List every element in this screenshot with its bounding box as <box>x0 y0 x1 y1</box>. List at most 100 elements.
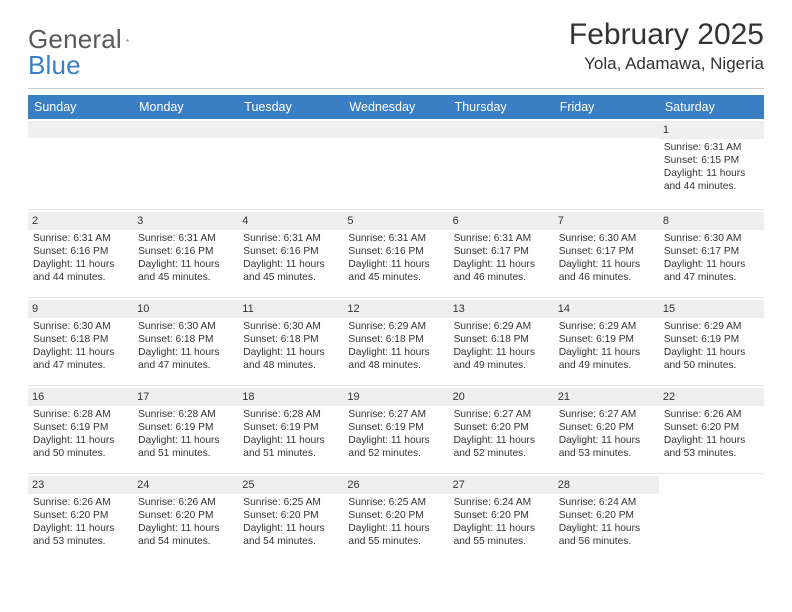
daylight-text: Daylight: 11 hours and 44 minutes. <box>664 167 759 193</box>
sunset-text: Sunset: 6:17 PM <box>454 245 549 258</box>
sunrise-text: Sunrise: 6:31 AM <box>348 232 443 245</box>
sunrise-text: Sunrise: 6:31 AM <box>664 141 759 154</box>
day-number: 27 <box>449 476 554 494</box>
day-info: Sunrise: 6:25 AMSunset: 6:20 PMDaylight:… <box>348 496 443 548</box>
calendar-row: 23Sunrise: 6:26 AMSunset: 6:20 PMDayligh… <box>28 473 764 561</box>
daylight-text: Daylight: 11 hours and 53 minutes. <box>559 434 654 460</box>
day-number: 7 <box>554 212 659 230</box>
sunrise-text: Sunrise: 6:31 AM <box>243 232 338 245</box>
sunset-text: Sunset: 6:19 PM <box>243 421 338 434</box>
sunset-text: Sunset: 6:20 PM <box>664 421 759 434</box>
sunrise-text: Sunrise: 6:28 AM <box>243 408 338 421</box>
sunset-text: Sunset: 6:19 PM <box>138 421 233 434</box>
empty-day-strip <box>449 121 554 138</box>
location: Yola, Adamawa, Nigeria <box>569 54 764 74</box>
day-number: 10 <box>133 300 238 318</box>
sunrise-text: Sunrise: 6:26 AM <box>138 496 233 509</box>
sunset-text: Sunset: 6:20 PM <box>454 509 549 522</box>
sunset-text: Sunset: 6:16 PM <box>33 245 128 258</box>
daylight-text: Daylight: 11 hours and 50 minutes. <box>664 346 759 372</box>
day-number: 26 <box>343 476 448 494</box>
day-number: 28 <box>554 476 659 494</box>
daylight-text: Daylight: 11 hours and 55 minutes. <box>454 522 549 548</box>
day-number: 13 <box>449 300 554 318</box>
calendar-cell: 12Sunrise: 6:29 AMSunset: 6:18 PMDayligh… <box>343 297 448 385</box>
calendar-cell: 11Sunrise: 6:30 AMSunset: 6:18 PMDayligh… <box>238 297 343 385</box>
sunrise-text: Sunrise: 6:25 AM <box>243 496 338 509</box>
calendar-cell: 16 Sunrise: 6:28 AMSunset: 6:19 PMDayligh… <box>28 385 133 473</box>
day-number: 16 <box>28 388 133 406</box>
calendar-cell: 18Sunrise: 6:28 AMSunset: 6:19 PMDayligh… <box>238 385 343 473</box>
calendar-cell: 15Sunrise: 6:29 AMSunset: 6:19 PMDayligh… <box>659 297 764 385</box>
day-info: Sunrise: 6:29 AMSunset: 6:18 PMDaylight:… <box>454 320 549 372</box>
sunrise-text: Sunrise: 6:29 AM <box>664 320 759 333</box>
page: General February 2025 Yola, Adamawa, Nig… <box>0 0 792 612</box>
calendar-cell <box>238 119 343 209</box>
logo-blue-wrap: Blue <box>28 50 81 81</box>
sunset-text: Sunset: 6:18 PM <box>243 333 338 346</box>
calendar-row: 16Sunrise: 6:28 AMSunset: 6:19 PMDayligh… <box>28 385 764 473</box>
calendar-cell: 7Sunrise: 6:30 AMSunset: 6:17 PMDaylight… <box>554 209 659 297</box>
day-number: 1 <box>659 121 764 139</box>
sunrise-text: Sunrise: 6:30 AM <box>664 232 759 245</box>
day-number: 21 <box>554 388 659 406</box>
sunrise-text: Sunrise: 6:27 AM <box>559 408 654 421</box>
sunrise-text: Sunrise: 6:27 AM <box>348 408 443 421</box>
weekday-head: Sunday <box>28 95 133 119</box>
weekday-head: Friday <box>554 95 659 119</box>
daylight-text: Daylight: 11 hours and 53 minutes. <box>664 434 759 460</box>
sunrise-text: Sunrise: 6:29 AM <box>559 320 654 333</box>
day-info: Sunrise: 6:30 AMSunset: 6:18 PMDaylight:… <box>243 320 338 372</box>
sunrise-text: Sunrise: 6:26 AM <box>664 408 759 421</box>
day-info: Sunrise: 6:24 AMSunset: 6:20 PMDaylight:… <box>454 496 549 548</box>
calendar-cell <box>554 119 659 209</box>
daylight-text: Daylight: 11 hours and 52 minutes. <box>348 434 443 460</box>
sunset-text: Sunset: 6:20 PM <box>559 421 654 434</box>
daylight-text: Daylight: 11 hours and 48 minutes. <box>348 346 443 372</box>
day-info: Sunrise: 6:26 AMSunset: 6:20 PMDaylight:… <box>138 496 233 548</box>
sunrise-text: Sunrise: 6:31 AM <box>454 232 549 245</box>
daylight-text: Daylight: 11 hours and 44 minutes. <box>33 258 128 284</box>
daylight-text: Daylight: 11 hours and 54 minutes. <box>243 522 338 548</box>
sail-icon <box>126 31 129 49</box>
calendar-cell <box>659 473 764 561</box>
day-number: 9 <box>28 300 133 318</box>
calendar-cell <box>449 119 554 209</box>
daylight-text: Daylight: 11 hours and 45 minutes. <box>243 258 338 284</box>
daylight-text: Daylight: 11 hours and 56 minutes. <box>559 522 654 548</box>
daylight-text: Daylight: 11 hours and 47 minutes. <box>138 346 233 372</box>
divider <box>28 88 764 89</box>
sunset-text: Sunset: 6:17 PM <box>664 245 759 258</box>
day-info: Sunrise: 6:29 AMSunset: 6:18 PMDaylight:… <box>348 320 443 372</box>
sunset-text: Sunset: 6:20 PM <box>348 509 443 522</box>
calendar-cell: 21 Sunrise: 6:27 AMSunset: 6:20 PMDayligh… <box>554 385 659 473</box>
daylight-text: Daylight: 11 hours and 50 minutes. <box>33 434 128 460</box>
calendar-cell: 4Sunrise: 6:31 AMSunset: 6:16 PMDaylight… <box>238 209 343 297</box>
day-info: Sunrise: 6:31 AMSunset: 6:16 PMDaylight:… <box>138 232 233 284</box>
calendar-cell: 20Sunrise: 6:27 AMSunset: 6:20 PMDayligh… <box>449 385 554 473</box>
sunset-text: Sunset: 6:19 PM <box>348 421 443 434</box>
day-info: Sunrise: 6:28 AMSunset: 6:19 PMDaylight:… <box>33 408 128 460</box>
day-number: 3 <box>133 212 238 230</box>
day-number: 8 <box>659 212 764 230</box>
sunset-text: Sunset: 6:18 PM <box>33 333 128 346</box>
day-info: Sunrise: 6:30 AMSunset: 6:18 PMDaylight:… <box>33 320 128 372</box>
daylight-text: Daylight: 11 hours and 53 minutes. <box>33 522 128 548</box>
day-info: Sunrise: 6:25 AMSunset: 6:20 PMDaylight:… <box>243 496 338 548</box>
sunset-text: Sunset: 6:15 PM <box>664 154 759 167</box>
day-info: Sunrise: 6:24 AMSunset: 6:20 PMDaylight:… <box>559 496 654 548</box>
calendar-cell <box>133 119 238 209</box>
empty-day-strip <box>133 121 238 138</box>
day-info: Sunrise: 6:31 AMSunset: 6:16 PMDaylight:… <box>348 232 443 284</box>
sunset-text: Sunset: 6:18 PM <box>138 333 233 346</box>
logo-text-blue: Blue <box>28 50 81 80</box>
sunset-text: Sunset: 6:16 PM <box>348 245 443 258</box>
calendar-cell: 1 Sunrise: 6:31 AMSunset: 6:15 PMDaylight… <box>659 119 764 209</box>
sunset-text: Sunset: 6:16 PM <box>243 245 338 258</box>
day-number: 22 <box>659 388 764 406</box>
sunrise-text: Sunrise: 6:31 AM <box>33 232 128 245</box>
sunset-text: Sunset: 6:20 PM <box>454 421 549 434</box>
day-number: 15 <box>659 300 764 318</box>
daylight-text: Daylight: 11 hours and 47 minutes. <box>33 346 128 372</box>
calendar-cell: 8Sunrise: 6:30 AMSunset: 6:17 PMDaylight… <box>659 209 764 297</box>
